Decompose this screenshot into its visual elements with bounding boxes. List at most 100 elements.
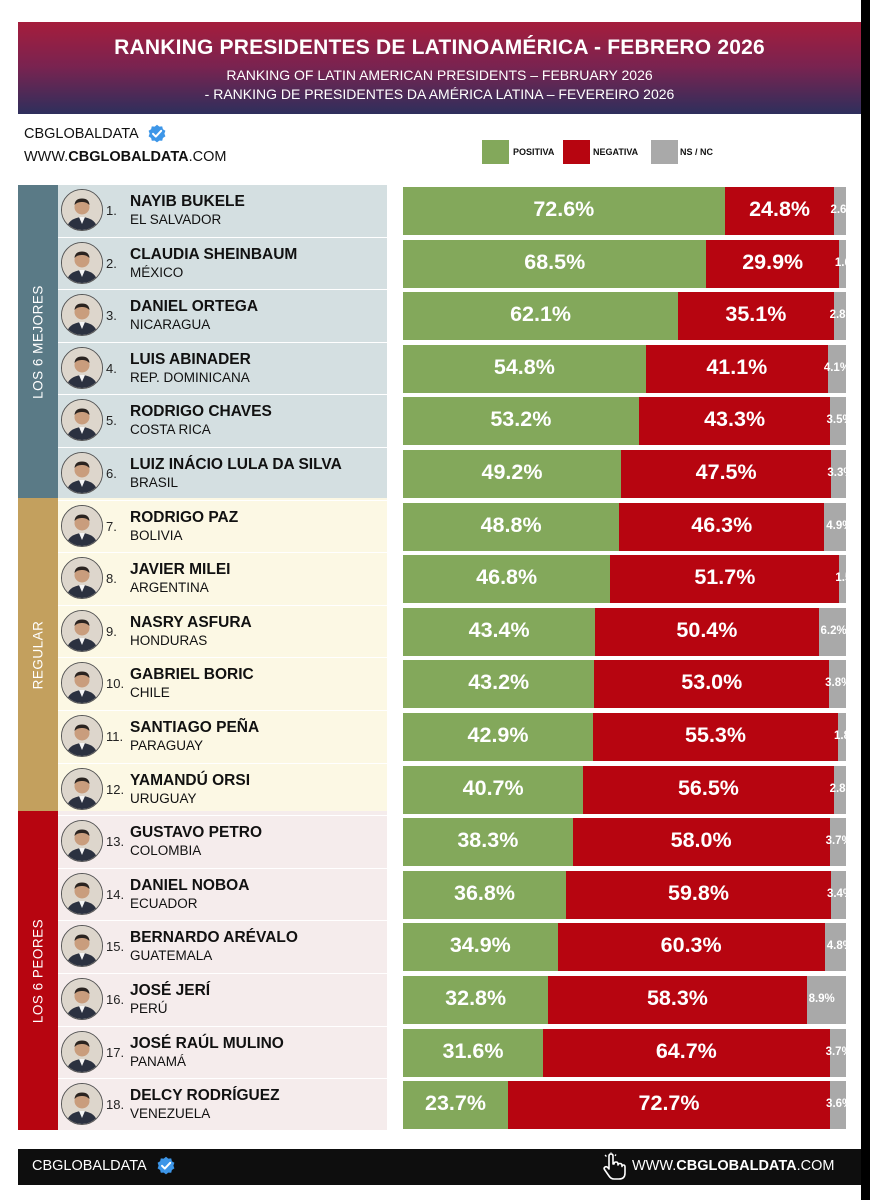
group-tab-regular: REGULAR bbox=[18, 498, 58, 811]
president-name: JAVIER MILEI bbox=[130, 561, 231, 579]
rank-number: 6. bbox=[106, 466, 117, 481]
president-country: COLOMBIA bbox=[130, 843, 202, 859]
bar-ns-nc bbox=[833, 292, 846, 341]
row-divider bbox=[58, 604, 387, 606]
president-name: JOSÉ JERÍ bbox=[130, 982, 211, 999]
bar-negativa bbox=[557, 923, 825, 972]
bar-positiva bbox=[403, 187, 725, 235]
bar-ns-nc bbox=[831, 450, 846, 498]
data-label-negativa: 29.9% bbox=[742, 249, 804, 274]
data-label-positiva: 32.8% bbox=[445, 986, 507, 1010]
rank-number: 16. bbox=[106, 992, 125, 1007]
president-country: ARGENTINA bbox=[130, 580, 209, 596]
data-label-negativa: 59.8% bbox=[667, 880, 729, 905]
president-name: LUIS ABINADER bbox=[130, 350, 251, 368]
row-divider bbox=[58, 973, 387, 974]
legend-label-negativa: NEGATIVA bbox=[593, 147, 639, 157]
bar-ns-nc bbox=[830, 397, 846, 446]
row-divider bbox=[58, 867, 387, 869]
data-label-positiva: 43.2% bbox=[468, 670, 530, 695]
data-label-positiva: 46.8% bbox=[476, 565, 538, 590]
avatar-yamandu-orsi bbox=[61, 767, 103, 810]
president-name: SANTIAGO PEÑA bbox=[130, 719, 260, 736]
row-divider bbox=[58, 710, 387, 711]
bar-negativa bbox=[593, 713, 839, 761]
bar-positiva bbox=[403, 344, 646, 393]
legend-swatch-ns-nc bbox=[651, 140, 678, 164]
row-divider bbox=[58, 236, 387, 238]
bar-negativa bbox=[706, 239, 839, 288]
data-label-ns-nc: 1.6% bbox=[834, 256, 861, 269]
footer-bar: CBGLOBALDATA WWW.CBGLOBALDATA.COM bbox=[18, 1149, 861, 1185]
president-country: BRASIL bbox=[130, 475, 179, 490]
bar-positiva bbox=[403, 765, 584, 814]
avatar-luiz-inacio-lula-da-silva bbox=[61, 452, 103, 494]
data-label-ns-nc: 3.8% bbox=[825, 677, 852, 690]
rank-number: 10. bbox=[106, 676, 125, 692]
bar-ns-nc bbox=[829, 818, 846, 867]
president-name: BERNARDO ARÉVALO bbox=[130, 929, 298, 947]
bar-ns-nc bbox=[830, 1081, 846, 1130]
bar-negativa bbox=[610, 555, 840, 604]
group-label-regular: REGULAR bbox=[30, 620, 46, 689]
legend-swatch-negativa bbox=[563, 140, 590, 164]
data-label-negativa: 58.3% bbox=[646, 986, 708, 1010]
bar-positiva bbox=[403, 870, 567, 919]
bar-ns-nc bbox=[833, 765, 846, 814]
header-banner: RANKING PRESIDENTES DE LATINOAMÉRICA - F… bbox=[18, 22, 861, 114]
data-label-ns-nc: 4.1% bbox=[823, 361, 851, 374]
rank-number: 14. bbox=[106, 886, 125, 902]
data-label-positiva: 72.6% bbox=[533, 197, 595, 221]
bar-negativa bbox=[542, 1028, 830, 1077]
bar-positiva bbox=[403, 239, 707, 288]
group-label-best: LOS 6 MEJORES bbox=[30, 284, 46, 399]
avatar-rodrigo-paz bbox=[61, 504, 103, 547]
data-label-negativa: 35.1% bbox=[725, 302, 787, 327]
president-name: DANIEL ORTEGA bbox=[130, 298, 259, 316]
row-divider bbox=[58, 1025, 387, 1027]
president-name: DANIEL NOBOA bbox=[130, 876, 250, 894]
avatar-gabriel-boric bbox=[61, 662, 103, 705]
avatar-daniel-noboa bbox=[61, 872, 103, 915]
bar-ns-nc bbox=[818, 607, 846, 656]
footer-url[interactable]: WWW.CBGLOBALDATA.COM bbox=[632, 1158, 835, 1174]
brand-name: CBGLOBALDATA bbox=[24, 126, 139, 142]
bar-positiva bbox=[403, 1028, 543, 1077]
president-name: YAMANDÚ ORSI bbox=[130, 771, 250, 789]
rank-number: 4. bbox=[106, 360, 117, 376]
president-name: NAYIB BUKELE bbox=[130, 193, 245, 210]
bar-positiva bbox=[403, 713, 594, 761]
group-background-worst bbox=[58, 811, 387, 1130]
rank-number: 11. bbox=[106, 729, 124, 744]
president-country: NICARAGUA bbox=[130, 317, 211, 333]
bar-negativa bbox=[619, 502, 825, 551]
president-name: RODRIGO CHAVES bbox=[130, 403, 272, 421]
president-country: PANAMÁ bbox=[130, 1053, 187, 1069]
legend-label-positiva: POSITIVA bbox=[513, 147, 555, 157]
avatar-claudia-sheinbaum bbox=[61, 241, 103, 284]
data-label-positiva: 42.9% bbox=[467, 723, 529, 747]
footer-brand: CBGLOBALDATA bbox=[32, 1158, 147, 1174]
president-country: CHILE bbox=[130, 685, 170, 701]
bar-negativa bbox=[572, 818, 830, 867]
brand-url[interactable]: WWW.CBGLOBALDATA.COM bbox=[24, 149, 227, 165]
data-label-positiva: 54.8% bbox=[493, 354, 555, 379]
president-country: PERÚ bbox=[130, 1001, 168, 1016]
bar-ns-nc bbox=[834, 187, 846, 235]
data-label-negativa: 72.7% bbox=[638, 1091, 700, 1116]
bar-ns-nc bbox=[806, 976, 846, 1024]
president-name: NASRY ASFURA bbox=[130, 613, 252, 631]
data-label-ns-nc: 3.6% bbox=[826, 1098, 853, 1111]
data-label-ns-nc: 3.3% bbox=[827, 467, 854, 479]
row-divider bbox=[58, 394, 387, 396]
legend-swatch-positiva bbox=[482, 140, 509, 164]
data-label-negativa: 64.7% bbox=[655, 1038, 717, 1063]
avatar-rodrigo-chaves bbox=[61, 399, 103, 442]
bar-negativa bbox=[594, 660, 830, 709]
data-label-positiva: 53.2% bbox=[490, 407, 552, 432]
rank-number: 17. bbox=[106, 1044, 125, 1060]
data-label-ns-nc: 2.6% bbox=[830, 204, 857, 216]
avatar-javier-milei bbox=[61, 557, 103, 600]
data-label-negativa: 51.7% bbox=[694, 565, 756, 590]
bar-negativa bbox=[507, 1081, 831, 1130]
